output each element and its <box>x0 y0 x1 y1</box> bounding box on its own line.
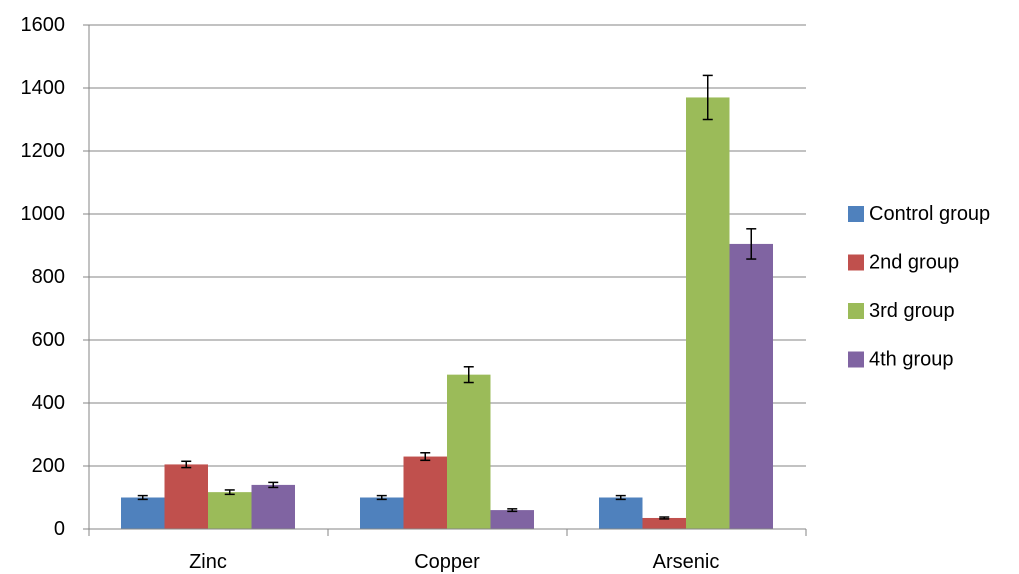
bar-2nd-group-zinc <box>164 464 208 529</box>
y-tick-label: 1400 <box>21 77 66 99</box>
error-bar <box>615 494 626 501</box>
error-bar <box>137 494 148 501</box>
legend-label: Control group <box>869 203 990 225</box>
bar-4th-group-zinc <box>251 484 295 529</box>
legend-swatch <box>848 351 864 368</box>
error-bar <box>224 489 235 496</box>
legend-swatch <box>848 303 864 319</box>
bar-control-group-copper <box>360 497 404 529</box>
y-tick-label: 400 <box>32 392 65 414</box>
error-bar <box>746 228 757 260</box>
x-tick-label: Arsenic <box>653 551 720 573</box>
bar-2nd-group-arsenic <box>642 517 686 529</box>
error-bar <box>181 460 192 469</box>
bar-4th-group-copper <box>490 510 534 529</box>
error-bar <box>659 516 670 520</box>
legend-label: 4th group <box>869 349 954 371</box>
y-tick-label: 600 <box>32 329 65 351</box>
y-tick-label: 800 <box>32 266 65 288</box>
y-tick-label: 200 <box>32 455 65 477</box>
x-tick-label: Copper <box>414 551 480 573</box>
x-tick-label: Zinc <box>189 551 227 573</box>
bar-3rd-group-copper <box>447 374 491 529</box>
bar-2nd-group-copper <box>403 456 447 529</box>
error-bar <box>420 452 431 462</box>
gridlines <box>89 24 806 467</box>
error-bar <box>268 481 279 489</box>
legend-swatch <box>848 254 864 271</box>
y-axis-ticks: 0 200 400 600 800 1000 1200 1400 1600 <box>21 14 89 540</box>
error-bar <box>463 366 474 384</box>
x-axis-ticks: Zinc Copper Arsenic <box>88 529 807 573</box>
axes <box>88 25 806 530</box>
bar-control-group-arsenic <box>599 497 643 529</box>
legend-swatch <box>848 206 864 222</box>
bar-3rd-group-arsenic <box>686 97 730 529</box>
bar-4th-group-arsenic <box>729 243 773 530</box>
y-tick-label: 1200 <box>21 140 66 162</box>
error-bar <box>507 508 518 513</box>
y-tick-label: 1000 <box>21 203 66 225</box>
bar-control-group-zinc <box>121 497 165 529</box>
error-bar <box>376 494 387 501</box>
bars <box>121 97 773 530</box>
legend-entry: 2nd group <box>848 252 959 274</box>
legend-entry: 4th group <box>848 349 954 371</box>
legend: Control group 2nd group 3rd group 4th group <box>848 203 990 371</box>
bar-3rd-group-zinc <box>208 492 252 529</box>
y-tick-label: 0 <box>54 518 65 540</box>
error-bar <box>702 74 713 121</box>
error-bars <box>137 74 757 520</box>
y-tick-label: 1600 <box>21 14 66 36</box>
legend-label: 2nd group <box>869 252 959 274</box>
legend-entry: Control group <box>848 203 990 225</box>
legend-label: 3rd group <box>869 300 955 322</box>
legend-entry: 3rd group <box>848 300 955 322</box>
